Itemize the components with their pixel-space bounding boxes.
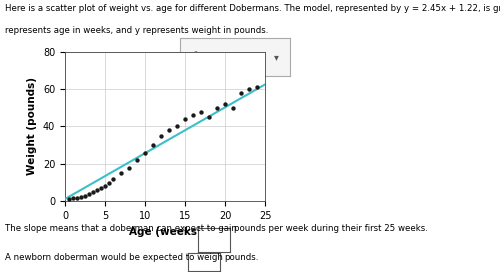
Point — [141, 150, 149, 155]
Point — [197, 109, 205, 114]
Point — [85, 191, 93, 196]
Point — [117, 171, 125, 175]
Point — [89, 190, 97, 194]
Text: ▾: ▾ — [274, 52, 279, 62]
Point — [97, 186, 105, 190]
Text: represents age in weeks, and y represents weight in pounds.: represents age in weeks, and y represent… — [5, 26, 268, 35]
Point — [205, 115, 213, 119]
Point — [245, 87, 253, 91]
Point — [81, 193, 89, 198]
X-axis label: Age (weeks): Age (weeks) — [128, 227, 202, 237]
Point — [237, 91, 245, 95]
Text: A newborn doberman would be expected to weigh: A newborn doberman would be expected to … — [5, 253, 223, 262]
Point — [73, 195, 81, 200]
Point — [253, 85, 261, 89]
Point — [133, 158, 141, 162]
Text: ✎: ✎ — [192, 52, 201, 62]
Point — [213, 106, 221, 110]
Point — [181, 117, 189, 121]
Point — [105, 180, 113, 185]
Point — [125, 165, 133, 170]
Point — [189, 113, 197, 118]
Point — [65, 197, 73, 202]
Y-axis label: Weight (pounds): Weight (pounds) — [28, 78, 38, 175]
Text: Highlight: Highlight — [213, 52, 257, 62]
Point — [149, 143, 157, 147]
Point — [101, 184, 109, 188]
Point — [93, 188, 101, 192]
Text: pounds.: pounds. — [224, 253, 258, 262]
Text: The slope means that a doberman can expect to gain: The slope means that a doberman can expe… — [5, 224, 237, 233]
Text: Here is a scatter plot of weight vs. age for different Dobermans. The model, rep: Here is a scatter plot of weight vs. age… — [5, 4, 500, 13]
Point — [157, 134, 165, 138]
Point — [229, 106, 237, 110]
Point — [165, 128, 173, 132]
Point — [69, 196, 77, 201]
Point — [221, 102, 229, 106]
Point — [77, 194, 85, 199]
Point — [173, 124, 181, 129]
Point — [109, 177, 117, 181]
Text: pounds per week during their first 25 weeks.: pounds per week during their first 25 we… — [234, 224, 428, 233]
